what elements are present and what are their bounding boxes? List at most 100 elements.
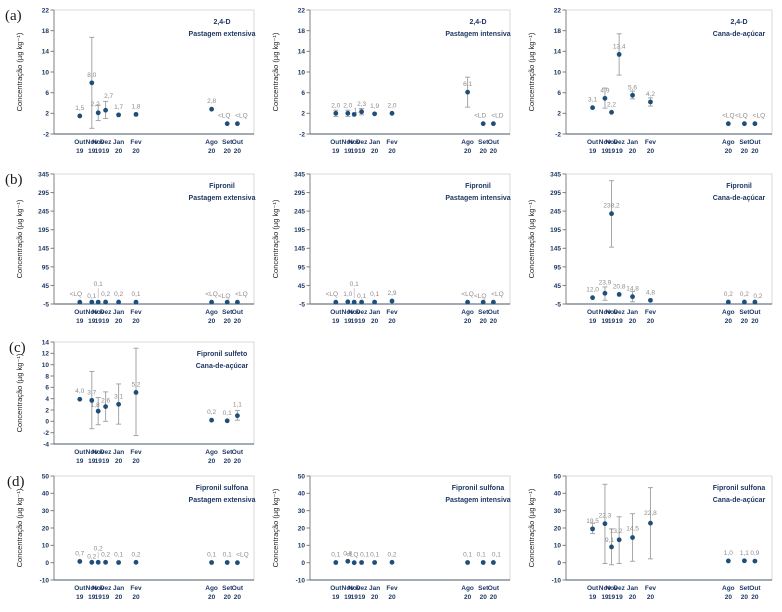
svg-text:50: 50 [554,473,562,480]
svg-text:0,1: 0,1 [370,291,379,298]
svg-text:Out: Out [749,585,761,592]
svg-text:19: 19 [351,594,359,601]
svg-text:Out: Out [74,139,86,146]
svg-text:245: 245 [294,209,305,216]
svg-text:0: 0 [45,560,49,567]
panel-label-a: (a) [5,8,22,24]
svg-text:19: 19 [102,594,110,601]
svg-text:Nov: Nov [605,309,618,316]
svg-text:Nov: Nov [92,585,105,592]
svg-text:13,4: 13,4 [613,43,626,50]
svg-text:Dez: Dez [613,139,625,146]
svg-text:0,8: 0,8 [343,550,352,557]
svg-text:Nov: Nov [348,309,361,316]
svg-text:Nov: Nov [342,139,355,146]
svg-text:20: 20 [132,594,140,601]
svg-text:20: 20 [132,318,140,325]
svg-text:2,0: 2,0 [387,102,396,109]
svg-text:5,2: 5,2 [131,381,140,388]
svg-text:Concentração (µg kg⁻¹): Concentração (µg kg⁻¹) [527,32,536,111]
svg-text:0,1: 0,1 [131,291,140,298]
svg-text:Dez: Dez [356,585,368,592]
svg-text:13,2: 13,2 [610,528,623,535]
svg-text:19: 19 [95,148,103,155]
svg-text:19: 19 [88,148,96,155]
svg-text:0,1: 0,1 [477,551,486,558]
svg-text:20: 20 [490,148,498,155]
svg-text:14: 14 [298,49,306,56]
svg-text:<LQ: <LQ [461,291,473,298]
svg-text:20: 20 [490,594,498,601]
svg-text:19: 19 [344,148,352,155]
svg-text:0,2: 0,2 [207,409,216,416]
svg-text:Nov: Nov [86,309,99,316]
svg-text:18: 18 [554,28,562,35]
svg-text:20: 20 [234,148,242,155]
svg-text:Out: Out [587,139,599,146]
svg-text:Out: Out [587,585,599,592]
svg-text:20: 20 [629,594,637,601]
svg-text:-10: -10 [296,577,306,584]
svg-text:Fev: Fev [645,585,657,592]
svg-text:Concentração (µg kg⁻¹): Concentração (µg kg⁻¹) [15,32,24,111]
svg-text:20: 20 [741,594,749,601]
svg-text:-5: -5 [299,301,305,308]
svg-text:Fipronil: Fipronil [209,183,235,190]
svg-text:Concentração (µg kg⁻¹): Concentração (µg kg⁻¹) [15,353,24,432]
svg-text:<LQ: <LQ [235,113,247,120]
svg-text:Out: Out [232,139,244,146]
svg-text:6: 6 [301,90,305,97]
svg-text:Ago: Ago [461,585,474,592]
svg-text:Out: Out [330,309,342,316]
svg-text:-2: -2 [555,131,561,138]
svg-text:19: 19 [616,148,624,155]
svg-text:19: 19 [351,318,359,325]
svg-text:20: 20 [647,594,655,601]
svg-text:19: 19 [88,458,96,465]
svg-text:19: 19 [358,318,366,325]
svg-text:<LD: <LD [491,113,503,120]
svg-text:4,0: 4,0 [75,388,84,395]
svg-text:<LQ: <LQ [346,552,358,559]
svg-text:Cana-de-açúcar: Cana-de-açúcar [196,363,249,370]
svg-text:Jan: Jan [113,449,124,456]
svg-text:Pastagem extensiva: Pastagem extensiva [189,497,256,504]
svg-text:<LQ: <LQ [491,291,503,298]
svg-text:19: 19 [76,148,84,155]
svg-text:2,0: 2,0 [343,102,352,109]
svg-text:Pastagem extensiva: Pastagem extensiva [189,31,256,38]
chart-fipronil-pastagem-extensiva: -5 45 95 145 195 245 295 345 Out 19 Nov 19 Nov 19 Dez 1… [12,168,262,334]
svg-text:2,2: 2,2 [91,101,100,108]
svg-text:20: 20 [224,458,232,465]
svg-text:345: 345 [294,171,305,178]
svg-text:22,3: 22,3 [599,513,612,520]
svg-text:2,6: 2,6 [101,398,110,405]
svg-text:19: 19 [76,594,84,601]
svg-text:0,1: 0,1 [223,551,232,558]
svg-text:Fipronil sulfona: Fipronil sulfona [196,485,249,492]
svg-text:245: 245 [550,209,561,216]
svg-text:12,0: 12,0 [586,287,599,294]
svg-text:20: 20 [480,594,488,601]
svg-text:1,1: 1,1 [740,550,749,557]
svg-text:Pastagem extensiva: Pastagem extensiva [189,195,256,202]
svg-text:10: 10 [298,69,306,76]
svg-text:14: 14 [42,49,50,56]
svg-text:20: 20 [388,318,396,325]
svg-text:2: 2 [301,111,305,118]
svg-text:22: 22 [298,7,306,14]
svg-text:238,2: 238,2 [603,203,620,210]
svg-text:145: 145 [550,246,561,253]
svg-text:19: 19 [589,318,597,325]
svg-text:Set: Set [222,585,233,592]
svg-text:20: 20 [234,594,242,601]
svg-text:20: 20 [208,148,216,155]
svg-text:19,5: 19,5 [586,518,599,525]
svg-text:19: 19 [332,594,340,601]
chart-fipronil-cana-de-acucar: -5 45 95 145 195 245 295 345 Out 19 Nov 19 Nov 19 Dez 1… [524,168,780,334]
svg-text:Fev: Fev [386,139,398,146]
svg-text:20: 20 [371,148,379,155]
svg-text:Nov: Nov [605,139,618,146]
svg-text:95: 95 [298,264,306,271]
